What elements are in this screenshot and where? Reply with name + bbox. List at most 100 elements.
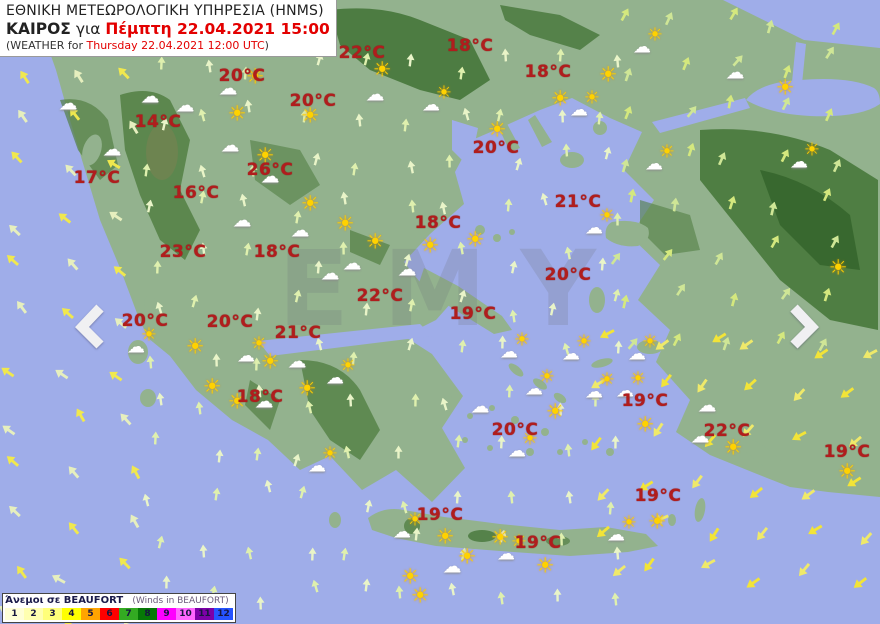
temperature-label: 18°C bbox=[446, 36, 494, 56]
cloud-icon: ☁ bbox=[287, 350, 307, 373]
sun-icon: ☀ bbox=[227, 101, 247, 126]
beaufort-cell: 8 bbox=[138, 608, 157, 620]
temperature-label: 18°C bbox=[253, 242, 301, 262]
sun-cloud-icon: ☀ ☁ bbox=[326, 355, 356, 389]
sun-cloud-icon: ☀ ☁ bbox=[308, 443, 338, 477]
temperature-label: 19°C bbox=[416, 505, 464, 525]
forecast-title-gr: ΚΑΙΡΟΣ για Πέμπτη 22.04.2021 15:00 bbox=[6, 20, 330, 38]
cloud-icon: ☁ bbox=[254, 390, 274, 413]
temperature-label: 20°C bbox=[121, 311, 169, 331]
sun-cloud-icon: ☀ ☁ bbox=[628, 331, 658, 365]
sun-icon: ☀ bbox=[635, 412, 655, 437]
sun-icon: ☀ bbox=[300, 103, 320, 128]
cloud-icon: ☁ bbox=[470, 395, 490, 418]
sun-icon: ☀ bbox=[723, 435, 743, 460]
temperature-label: 21°C bbox=[274, 323, 322, 343]
temperature-label: 22°C bbox=[703, 421, 751, 441]
temperature-label: 20°C bbox=[206, 312, 254, 332]
cloud-icon: ☁ bbox=[320, 262, 340, 285]
temperature-label: 19°C bbox=[634, 486, 682, 506]
beaufort-cell: 10 bbox=[176, 608, 195, 620]
sun-icon: ☀ bbox=[400, 564, 420, 589]
beaufort-cell: 11 bbox=[195, 608, 214, 620]
sun-icon: ☀ bbox=[300, 191, 320, 216]
sun-cloud-icon: ☀ ☁ bbox=[645, 141, 675, 175]
temperature-label: 14°C bbox=[134, 112, 182, 132]
sun-icon: ☀ bbox=[260, 349, 280, 374]
sun-icon: ☀ bbox=[435, 524, 455, 549]
sun-icon: ☀ bbox=[185, 334, 205, 359]
sun-icon: ☀ bbox=[255, 143, 275, 168]
beaufort-cell: 4 bbox=[62, 608, 81, 620]
sun-cloud-icon: ☀ ☁ bbox=[633, 24, 663, 58]
temperature-label: 19°C bbox=[514, 533, 562, 553]
sun-cloud-icon: ☀ ☁ bbox=[237, 333, 267, 367]
sun-icon: ☀ bbox=[828, 255, 848, 280]
temperature-label: 18°C bbox=[524, 62, 572, 82]
cloud-icon: ☁ bbox=[290, 219, 310, 242]
sun-icon: ☀ bbox=[647, 509, 667, 534]
sun-cloud-icon: ☀ ☁ bbox=[616, 368, 646, 402]
cloud-icon: ☁ bbox=[175, 94, 195, 117]
beaufort-scale: 1 2 3 4 5 6 7 8 9 10 11 12 bbox=[5, 608, 233, 620]
cloud-icon: ☁ bbox=[442, 555, 462, 578]
beaufort-cell: 1 bbox=[5, 608, 24, 620]
temperature-label: 19°C bbox=[823, 442, 871, 462]
temperature-label: 20°C bbox=[218, 66, 266, 86]
temperature-label: 17°C bbox=[73, 168, 121, 188]
cloud-icon: ☁ bbox=[260, 165, 280, 188]
temperature-label: 26°C bbox=[246, 160, 294, 180]
temperature-label: 20°C bbox=[289, 91, 337, 111]
beaufort-cell: 6 bbox=[100, 608, 119, 620]
emy-watermark: EMY bbox=[278, 228, 630, 350]
cloud-icon: ☁ bbox=[220, 134, 240, 157]
sun-icon: ☀ bbox=[487, 117, 507, 142]
sun-icon: ☀ bbox=[245, 64, 265, 89]
sun-cloud-icon: ☀ ☁ bbox=[585, 205, 615, 239]
sun-cloud-icon: ☀ ☁ bbox=[508, 428, 538, 462]
sun-icon: ☀ bbox=[202, 374, 222, 399]
temperature-label: 19°C bbox=[621, 391, 669, 411]
legend-title: Άνεμοι σε BEAUFORT (Winds in BEAUFORT) bbox=[5, 595, 229, 606]
cloud-icon: ☁ bbox=[397, 258, 417, 281]
sun-icon: ☀ bbox=[535, 553, 555, 578]
sun-icon: ☀ bbox=[545, 399, 565, 424]
cloud-icon: ☁ bbox=[690, 425, 710, 448]
temperature-label: 18°C bbox=[414, 213, 462, 233]
sun-icon: ☀ bbox=[372, 57, 392, 82]
beaufort-cell: 12 bbox=[214, 608, 233, 620]
sun-icon: ☀ bbox=[490, 525, 510, 550]
sun-cloud-icon: ☀ ☁ bbox=[422, 82, 452, 116]
sun-cloud-icon: ☀ ☁ bbox=[127, 324, 157, 358]
sun-cloud-icon: ☀ ☁ bbox=[790, 139, 820, 173]
cloud-icon: ☁ bbox=[232, 209, 252, 232]
cloud-icon: ☁ bbox=[140, 85, 160, 108]
sun-icon: ☀ bbox=[598, 62, 618, 87]
temperature-label: 18°C bbox=[236, 387, 284, 407]
prev-frame-button[interactable] bbox=[70, 302, 112, 350]
sun-icon: ☀ bbox=[227, 389, 247, 414]
beaufort-legend: Άνεμοι σε BEAUFORT (Winds in BEAUFORT) 1… bbox=[2, 593, 236, 623]
temperature-label: 22°C bbox=[356, 286, 404, 306]
cloud-icon: ☁ bbox=[697, 394, 717, 417]
sun-icon: ☀ bbox=[837, 459, 857, 484]
next-frame-button[interactable] bbox=[782, 302, 824, 350]
cloud-icon: ☁ bbox=[218, 77, 238, 100]
sun-cloud-icon: ☀ ☁ bbox=[525, 366, 555, 400]
beaufort-cell: 7 bbox=[119, 608, 138, 620]
sun-icon: ☀ bbox=[465, 227, 485, 252]
sun-cloud-icon: ☀ ☁ bbox=[393, 509, 423, 543]
temperature-label: 22°C bbox=[338, 43, 386, 63]
temperature-label: 23°C bbox=[159, 242, 207, 262]
sun-icon: ☀ bbox=[550, 86, 570, 111]
temperature-label: 20°C bbox=[544, 265, 592, 285]
temperature-label: 19°C bbox=[449, 304, 497, 324]
sun-cloud-icon: ☀ ☁ bbox=[607, 512, 637, 546]
sun-cloud-icon: ☀ ☁ bbox=[585, 369, 615, 403]
cloud-icon: ☁ bbox=[342, 252, 362, 275]
temperature-label: 16°C bbox=[172, 183, 220, 203]
beaufort-cell: 5 bbox=[81, 608, 100, 620]
sun-cloud-icon: ☀ ☁ bbox=[562, 331, 592, 365]
